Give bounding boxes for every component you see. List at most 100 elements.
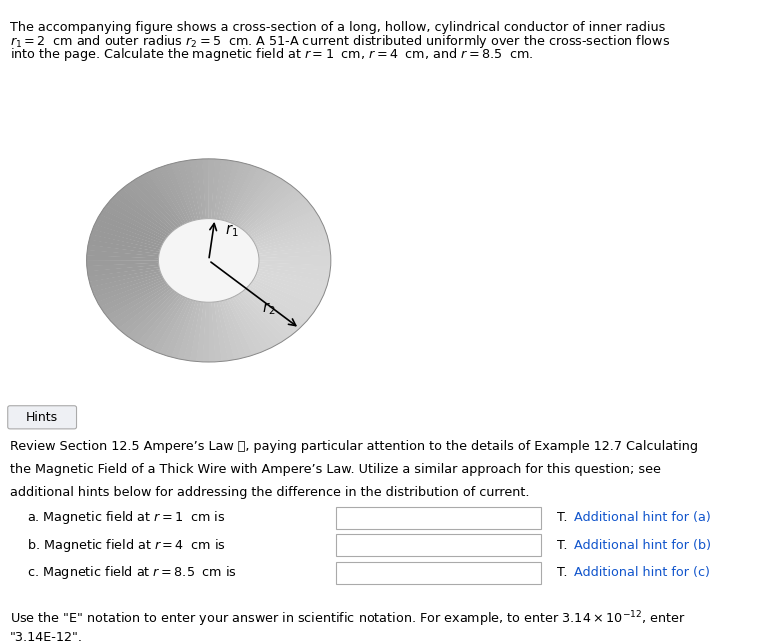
FancyBboxPatch shape bbox=[336, 507, 541, 529]
Wedge shape bbox=[177, 301, 199, 360]
Wedge shape bbox=[214, 302, 229, 361]
Wedge shape bbox=[118, 288, 173, 332]
Wedge shape bbox=[142, 296, 184, 349]
Wedge shape bbox=[229, 298, 264, 353]
Text: $r_2$: $r_2$ bbox=[262, 301, 276, 318]
Wedge shape bbox=[103, 205, 166, 240]
Wedge shape bbox=[90, 229, 161, 250]
Wedge shape bbox=[251, 281, 315, 316]
Wedge shape bbox=[114, 287, 172, 329]
Wedge shape bbox=[196, 302, 206, 362]
Wedge shape bbox=[196, 159, 206, 219]
Wedge shape bbox=[97, 214, 164, 244]
Wedge shape bbox=[147, 170, 186, 224]
Text: Hints: Hints bbox=[26, 411, 58, 424]
Text: Additional hint for (b): Additional hint for (b) bbox=[574, 539, 711, 552]
Wedge shape bbox=[90, 271, 161, 293]
Wedge shape bbox=[254, 275, 323, 302]
Wedge shape bbox=[203, 302, 209, 362]
Wedge shape bbox=[256, 224, 325, 248]
Wedge shape bbox=[240, 291, 291, 340]
Wedge shape bbox=[226, 165, 258, 222]
Text: Additional hint for (a): Additional hint for (a) bbox=[574, 511, 711, 524]
Text: $r_1 = 2\;$ cm and outer radius $r_2 = 5\;$ cm. A 51-A current distributed unifo: $r_1 = 2\;$ cm and outer radius $r_2 = 5… bbox=[10, 33, 670, 50]
Wedge shape bbox=[229, 167, 264, 223]
Wedge shape bbox=[97, 277, 164, 307]
Wedge shape bbox=[170, 162, 196, 221]
Wedge shape bbox=[250, 204, 315, 240]
Text: Use the "E" notation to enter your answer in scientific notation. For example, t: Use the "E" notation to enter your answe… bbox=[10, 610, 686, 629]
Wedge shape bbox=[103, 282, 167, 316]
FancyBboxPatch shape bbox=[8, 406, 77, 429]
Wedge shape bbox=[221, 162, 247, 221]
Wedge shape bbox=[87, 262, 158, 271]
Wedge shape bbox=[87, 260, 158, 266]
Wedge shape bbox=[165, 164, 193, 221]
Wedge shape bbox=[247, 196, 308, 236]
Wedge shape bbox=[254, 214, 320, 244]
Wedge shape bbox=[252, 209, 318, 241]
Wedge shape bbox=[236, 294, 281, 346]
Text: Review Section 12.5 Ampere’s Law ⦾, paying particular attention to the details o: Review Section 12.5 Ampere’s Law ⦾, payi… bbox=[10, 440, 698, 453]
Wedge shape bbox=[257, 269, 329, 287]
Wedge shape bbox=[132, 293, 179, 343]
Text: The accompanying figure shows a cross-section of a long, hollow, cylindrical con: The accompanying figure shows a cross-se… bbox=[10, 21, 666, 33]
Wedge shape bbox=[106, 201, 168, 238]
Wedge shape bbox=[234, 295, 276, 349]
Wedge shape bbox=[88, 267, 159, 282]
Wedge shape bbox=[110, 197, 169, 236]
Wedge shape bbox=[106, 283, 169, 321]
Wedge shape bbox=[202, 159, 209, 219]
Wedge shape bbox=[259, 249, 331, 258]
Wedge shape bbox=[258, 239, 329, 254]
Wedge shape bbox=[238, 178, 285, 228]
Wedge shape bbox=[127, 291, 177, 340]
Wedge shape bbox=[153, 298, 189, 354]
Wedge shape bbox=[219, 161, 240, 220]
FancyBboxPatch shape bbox=[336, 562, 541, 584]
Wedge shape bbox=[182, 160, 201, 219]
Wedge shape bbox=[100, 280, 165, 312]
Wedge shape bbox=[148, 296, 186, 351]
Wedge shape bbox=[259, 260, 331, 266]
Wedge shape bbox=[226, 298, 259, 356]
Wedge shape bbox=[88, 239, 159, 254]
Wedge shape bbox=[165, 300, 193, 358]
Wedge shape bbox=[231, 170, 270, 224]
Wedge shape bbox=[213, 159, 228, 219]
Wedge shape bbox=[127, 181, 177, 230]
Text: $r_1$: $r_1$ bbox=[225, 222, 238, 239]
Wedge shape bbox=[114, 192, 172, 234]
Wedge shape bbox=[244, 188, 299, 233]
Wedge shape bbox=[137, 294, 182, 346]
Wedge shape bbox=[233, 172, 275, 225]
Wedge shape bbox=[87, 244, 159, 257]
Circle shape bbox=[158, 219, 259, 302]
Text: "3.14E-12".: "3.14E-12". bbox=[10, 631, 83, 643]
Wedge shape bbox=[248, 285, 308, 324]
Text: additional hints below for addressing the difference in the distribution of curr: additional hints below for addressing th… bbox=[10, 486, 530, 499]
Text: the Magnetic Field of a Thick Wire with Ampere’s Law. Utilize a similar approach: the Magnetic Field of a Thick Wire with … bbox=[10, 463, 661, 476]
Wedge shape bbox=[158, 165, 191, 222]
Wedge shape bbox=[259, 255, 331, 260]
Text: Additional hint for (c): Additional hint for (c) bbox=[574, 566, 710, 579]
Wedge shape bbox=[250, 283, 312, 320]
Wedge shape bbox=[254, 277, 321, 307]
Wedge shape bbox=[141, 172, 184, 226]
Wedge shape bbox=[224, 300, 253, 357]
Wedge shape bbox=[240, 181, 291, 230]
Wedge shape bbox=[238, 293, 286, 343]
Wedge shape bbox=[254, 219, 323, 246]
Wedge shape bbox=[87, 265, 159, 277]
Wedge shape bbox=[257, 233, 329, 251]
Wedge shape bbox=[87, 255, 158, 261]
Wedge shape bbox=[244, 288, 300, 332]
Wedge shape bbox=[242, 185, 295, 231]
Wedge shape bbox=[252, 279, 318, 311]
Wedge shape bbox=[220, 301, 241, 360]
Wedge shape bbox=[211, 302, 222, 362]
Wedge shape bbox=[224, 163, 253, 221]
Wedge shape bbox=[246, 287, 304, 329]
Wedge shape bbox=[242, 290, 295, 336]
Wedge shape bbox=[222, 300, 247, 359]
